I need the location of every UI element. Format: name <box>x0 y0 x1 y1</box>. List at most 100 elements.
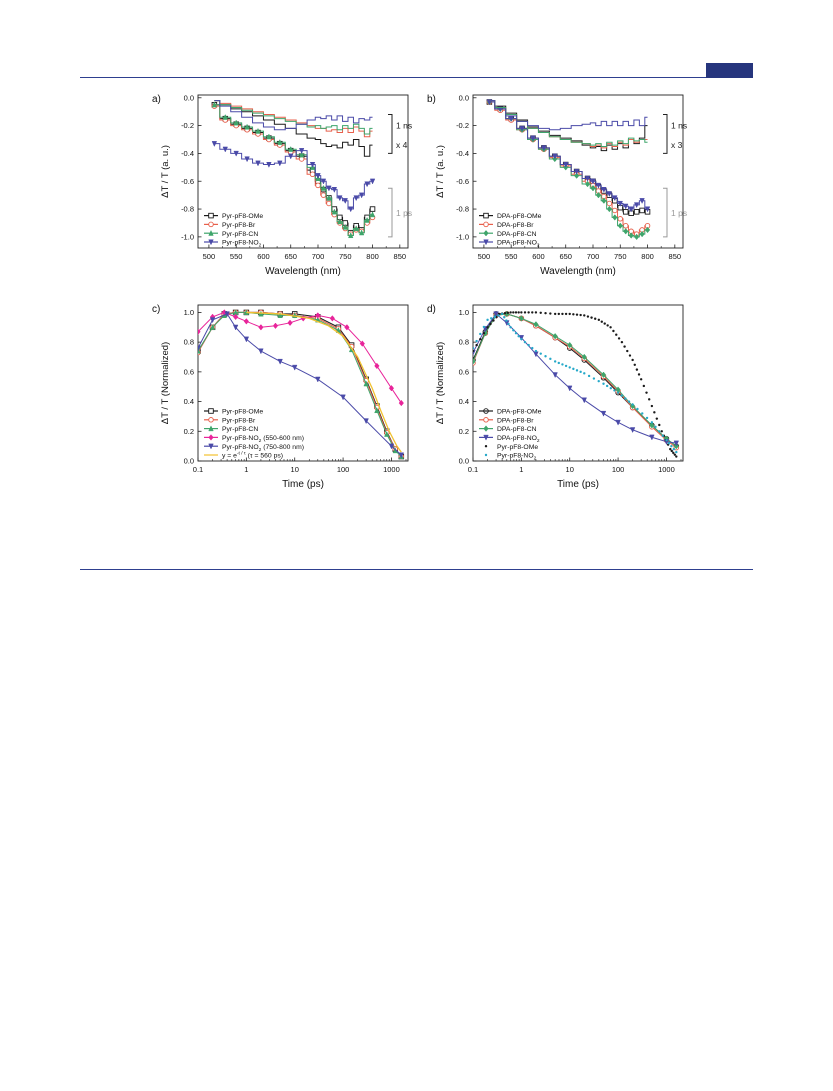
legend-marker <box>208 434 214 441</box>
data-point <box>527 343 530 347</box>
data-point <box>637 373 641 376</box>
y-tick-label: 1.0 <box>184 308 194 317</box>
data-point <box>645 416 649 420</box>
data-point <box>612 214 618 221</box>
chart-panel-a: a) 500 550 600 650 700 750 800 850 0.0 -0.2 -0.4 -0.… <box>152 93 412 277</box>
data-point <box>673 453 677 456</box>
data-point <box>298 156 305 162</box>
chart-panel-b: b) 500 550 600 650 700 750 800 850 0.0 -0.2 -0.4 -0.… <box>427 93 687 277</box>
annotation-multiplier: x 4 <box>396 140 408 150</box>
data-point <box>340 394 346 401</box>
data-point <box>631 358 634 362</box>
data-point <box>644 226 651 234</box>
data-point <box>584 175 591 182</box>
legend-marker <box>483 434 489 441</box>
data-point <box>233 119 239 126</box>
data-point <box>605 384 609 388</box>
legend-entry: Pyr-pF8-NO2 (550-600 nm) <box>204 434 304 444</box>
data-point <box>635 368 639 371</box>
data-point <box>489 317 493 320</box>
data-point <box>315 173 321 179</box>
data-point <box>639 230 645 238</box>
series-y-e-t-560-ps- <box>246 311 402 453</box>
legend-marker <box>208 443 214 450</box>
data-point <box>398 452 405 459</box>
series-pyr-pf8-no2-750-800-nm- <box>198 311 405 459</box>
data-point <box>567 341 573 349</box>
data-point <box>523 340 527 344</box>
data-point <box>642 384 646 388</box>
data-point <box>600 371 607 379</box>
data-point <box>364 181 370 188</box>
data-point <box>667 441 671 445</box>
data-point <box>222 146 228 153</box>
data-point <box>661 434 665 437</box>
bracket-1ns <box>388 113 393 154</box>
data-point <box>509 326 512 329</box>
data-point <box>675 455 678 458</box>
data-point <box>639 378 643 381</box>
legend-label: Pyr-pF8-NO2 (750-800 nm) <box>222 444 304 453</box>
data-point <box>359 340 365 347</box>
data-point <box>575 369 579 372</box>
data-point <box>581 353 587 361</box>
data-point <box>503 311 507 315</box>
data-point <box>486 318 489 322</box>
data-point <box>633 202 640 209</box>
series-line <box>198 311 402 457</box>
data-point <box>669 447 672 451</box>
data-point <box>600 320 603 323</box>
legend-marker <box>484 445 488 448</box>
legend-entry: Pyr-pF8-CN <box>204 229 258 238</box>
series-dpa-pf8-no2-1-ns- <box>489 100 648 131</box>
data-point <box>388 385 395 392</box>
legend-entry: Pyr-pF8-Br <box>204 417 256 424</box>
y-tick-label: -0.2 <box>456 121 469 130</box>
header-accent-tab <box>706 63 753 78</box>
data-point <box>475 339 478 343</box>
x-tick-label: 100 <box>337 465 350 474</box>
data-point <box>518 335 525 341</box>
data-point <box>331 208 338 215</box>
data-point <box>209 317 216 324</box>
data-point <box>541 145 547 152</box>
legend-entry: Pyr-pF8-Br <box>204 221 256 229</box>
data-point <box>473 346 475 350</box>
annotation-1ps: 1 ps <box>671 208 687 218</box>
x-tick-label: 700 <box>312 252 325 261</box>
data-point <box>531 346 534 350</box>
data-point <box>233 313 239 321</box>
data-point <box>233 150 239 157</box>
data-point <box>620 394 623 397</box>
data-point <box>655 417 659 420</box>
data-point <box>627 400 631 403</box>
data-point <box>364 216 370 223</box>
plot-frame <box>197 94 409 249</box>
series-line <box>489 100 648 152</box>
x-tick-label: 1000 <box>383 465 400 474</box>
data-point <box>623 203 629 210</box>
legend-label: DPA-pF8-NO2 <box>497 435 540 444</box>
data-point <box>358 229 365 236</box>
data-point <box>530 135 536 142</box>
annotation-1ns: 1 ns <box>671 121 687 131</box>
data-point <box>587 374 591 378</box>
data-point <box>374 407 380 414</box>
x-tick-label: 850 <box>669 252 682 261</box>
data-point <box>507 322 510 326</box>
legend-entry: DPA-pF8-NO2 <box>479 239 540 249</box>
legend-entry: DPA-pF8-CN <box>479 230 537 238</box>
data-point <box>320 178 327 185</box>
data-point <box>561 363 564 366</box>
data-point <box>315 376 321 383</box>
data-point <box>581 397 587 404</box>
data-point <box>315 312 321 319</box>
series-line <box>489 100 648 147</box>
data-point <box>326 185 332 192</box>
data-point <box>505 319 508 322</box>
data-point <box>211 101 218 108</box>
data-point <box>326 200 332 207</box>
legend-label: DPA-pF8-CN <box>497 231 537 238</box>
data-point <box>277 312 283 318</box>
data-point <box>198 345 201 352</box>
